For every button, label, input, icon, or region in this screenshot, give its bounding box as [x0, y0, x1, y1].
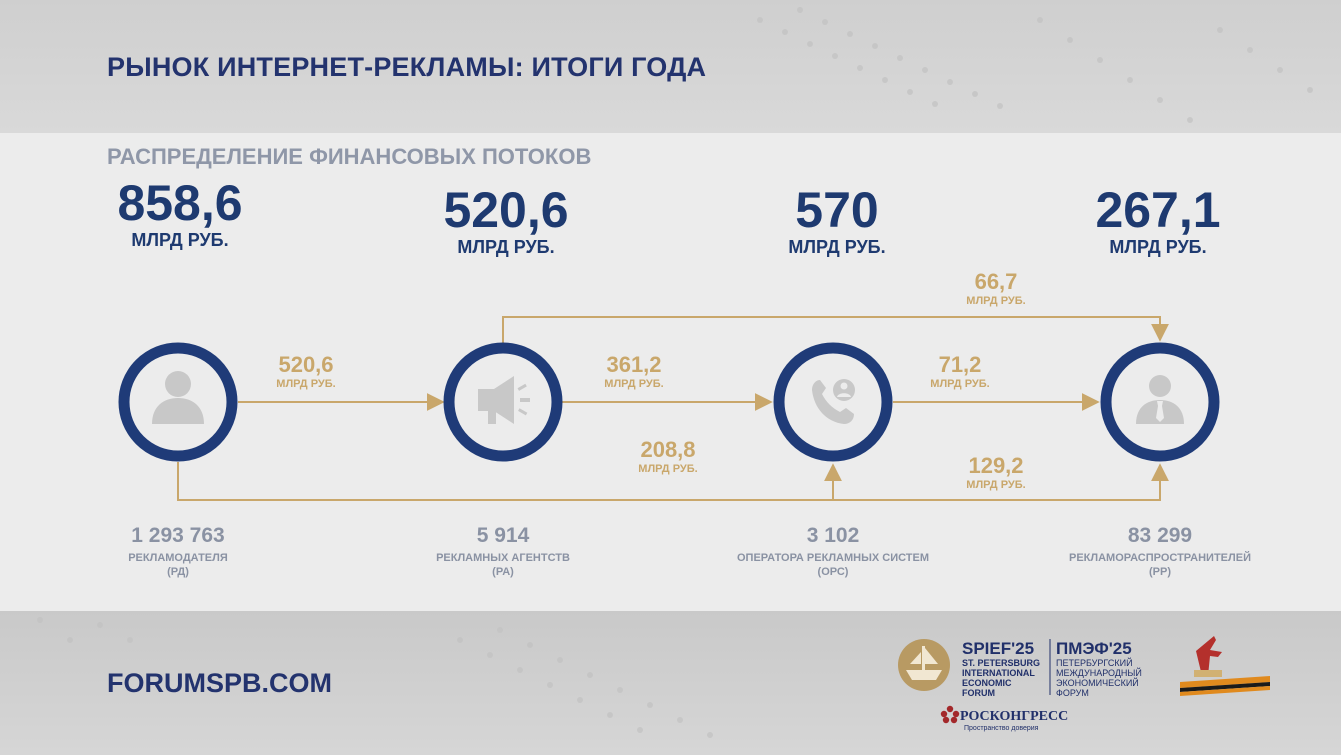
flow-unit: МЛРД РУБ. [276, 378, 336, 390]
node-count: 1 293 763 [131, 524, 225, 547]
spief-sub-line: ECONOMIC [962, 678, 1012, 688]
total-unit: МЛРД РУБ. [788, 237, 886, 257]
roscongress-name: РОСКОНГРЕСС [960, 709, 1069, 724]
node-abbr: (РА) [492, 566, 514, 578]
spief-sub-line: INTERNATIONAL [962, 668, 1035, 678]
node-abbr: (РД) [167, 566, 189, 578]
flow-arrow-ra-rr [502, 316, 1169, 343]
flow-unit: МЛРД РУБ. [966, 295, 1026, 307]
victory-80-emblem [1180, 636, 1270, 696]
phone-support-icon [812, 379, 855, 424]
node-ring-ors [773, 342, 893, 462]
flow-label-rd-ors: 208,8 МЛРД РУБ. [608, 437, 728, 476]
total-value: 520,6 [443, 182, 569, 238]
flow-label-ra-ors: 361,2 МЛРД РУБ. [574, 352, 694, 391]
node-label: РЕКЛАМНЫХ АГЕНТСТВ [436, 552, 570, 564]
total-unit: МЛРД РУБ. [457, 237, 555, 257]
person-icon [152, 371, 204, 424]
total-operators: 570 МЛРД РУБ. [752, 185, 922, 258]
flow-label-rd-rr: 129,2 МЛРД РУБ. [936, 453, 1056, 492]
pmef-title: ПМЭФ'25 [1056, 639, 1132, 658]
page-title: РЫНОК ИНТЕРНЕТ-РЕКЛАМЫ: ИТОГИ ГОДА [107, 52, 707, 82]
footer-website-link[interactable]: FORUMSPB.COM [107, 668, 332, 698]
megaphone-icon [478, 376, 530, 424]
roscongress-logo: РОСКОНГРЕСС Пространство доверия [942, 707, 1068, 732]
flow-value: 520,6 [278, 352, 334, 377]
flow-unit: МЛРД РУБ. [930, 378, 990, 390]
roscongress-tagline: Пространство доверия [964, 725, 1039, 732]
flow-value: 208,8 [640, 437, 696, 462]
total-distributors: 267,1 МЛРД РУБ. [1073, 185, 1243, 258]
flow-unit: МЛРД РУБ. [604, 378, 664, 390]
header-band [0, 0, 1341, 133]
node-stat-rd: 1 293 763 РЕКЛАМОДАТЕЛЯ (РД) [88, 524, 268, 579]
footer-logos: SPIEF'25 ST. PETERSBURG INTERNATIONAL EC… [896, 634, 1276, 740]
node-count: 83 299 [1127, 524, 1193, 547]
businessman-icon [1136, 375, 1184, 424]
flow-value: 361,2 [606, 352, 662, 377]
node-stat-ors: 3 102 ОПЕРАТОРА РЕКЛАМНЫХ СИСТЕМ (ОРС) [713, 524, 953, 579]
flow-unit: МЛРД РУБ. [966, 479, 1026, 491]
total-value: 267,1 [1095, 182, 1221, 238]
flow-value: 66,7 [974, 269, 1018, 294]
footer-band [0, 611, 1341, 755]
total-value: 570 [795, 182, 879, 238]
node-abbr: (РР) [1149, 566, 1171, 578]
node-label: РЕКЛАМОДАТЕЛЯ [128, 552, 228, 564]
flow-label-rd-ra: 520,6 МЛРД РУБ. [246, 352, 366, 391]
spief-sub-line: FORUM [962, 688, 995, 698]
node-label: РЕКЛАМОРАСПРОСТРАНИТЕЛЕЙ [1069, 552, 1251, 564]
node-count: 3 102 [806, 524, 860, 547]
node-stat-ra: 5 914 РЕКЛАМНЫХ АГЕНТСТВ (РА) [413, 524, 593, 579]
total-unit: МЛРД РУБ. [1109, 237, 1207, 257]
node-stat-rr: 83 299 РЕКЛАМОРАСПРОСТРАНИТЕЛЕЙ (РР) [1040, 524, 1280, 579]
spief-sub-line: ST. PETERSBURG [962, 658, 1041, 668]
flow-unit: МЛРД РУБ. [638, 463, 698, 475]
node-count: 5 914 [476, 524, 530, 547]
flow-value: 71,2 [938, 352, 982, 377]
spief-title: SPIEF'25 [962, 639, 1035, 658]
pmef-sub-line: МЕЖДУНАРОДНЫЙ [1056, 668, 1142, 678]
spief-logo-text: SPIEF'25 ST. PETERSBURG INTERNATIONAL EC… [962, 639, 1041, 699]
pmef-sub-line: ПЕТЕРБУРГСКИЙ [1056, 658, 1133, 668]
spief-emblem [898, 639, 950, 691]
pmef-logo-text: ПМЭФ'25 ПЕТЕРБУРГСКИЙ МЕЖДУНАРОДНЫЙ ЭКОН… [1056, 639, 1142, 699]
total-unit: МЛРД РУБ. [131, 230, 229, 250]
node-abbr: (ОРС) [817, 566, 849, 578]
flow-label-ors-rr: 71,2 МЛРД РУБ. [900, 352, 1020, 391]
flow-label-ra-rr: 66,7 МЛРД РУБ. [936, 269, 1056, 308]
total-value: 858,6 [117, 175, 243, 231]
flow-value: 129,2 [968, 453, 1024, 478]
section-subtitle: РАСПРЕДЕЛЕНИЕ ФИНАНСОВЫХ ПОТОКОВ [107, 144, 592, 169]
total-agencies: 520,6 МЛРД РУБ. [421, 185, 591, 258]
roscongress-logo-icon [940, 705, 960, 724]
pmef-sub-line: ФОРУМ [1056, 688, 1089, 698]
flow-arrow-rd-rr [177, 462, 1169, 501]
total-advertisers: 858,6 МЛРД РУБ. [95, 178, 265, 251]
pmef-sub-line: ЭКОНОМИЧЕСКИЙ [1056, 678, 1139, 688]
node-label: ОПЕРАТОРА РЕКЛАМНЫХ СИСТЕМ [737, 552, 929, 564]
